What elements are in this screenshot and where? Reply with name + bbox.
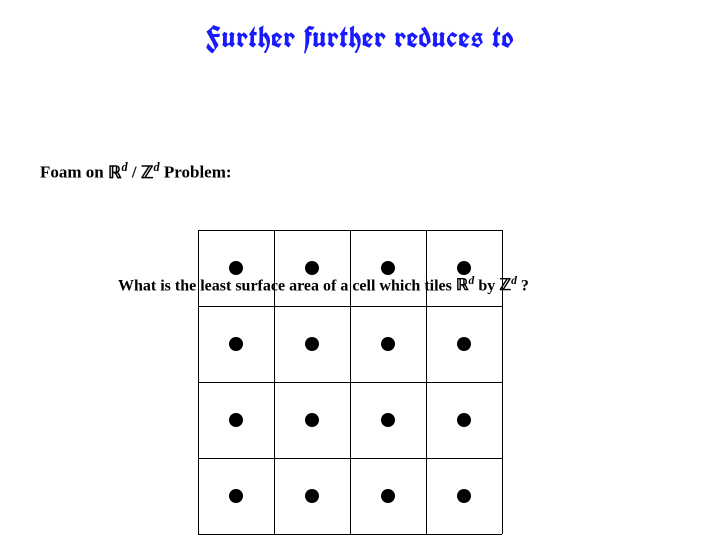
lattice-dot [305, 337, 319, 351]
grid-line-v [350, 230, 351, 534]
grid-line-v [274, 230, 275, 534]
lattice-grid [198, 230, 502, 534]
math-blackboard-z: ℤ [141, 163, 154, 183]
grid-line-v [198, 230, 199, 534]
problem-sep: / [128, 163, 141, 182]
lattice-dot [381, 337, 395, 351]
problem-label: Foam on ℝd / ℤd Problem: [40, 160, 232, 183]
problem-suffix: Problem: [160, 163, 232, 182]
lattice-dot [229, 337, 243, 351]
grid-line-v [502, 230, 503, 534]
problem-prefix: Foam on [40, 163, 108, 182]
lattice-dot [305, 261, 319, 275]
lattice-dot [305, 489, 319, 503]
grid-line-h [198, 534, 502, 535]
grid-line-v [426, 230, 427, 534]
lattice-dot [457, 261, 471, 275]
question-suffix: ? [517, 277, 529, 294]
lattice-dot [305, 413, 319, 427]
lattice-dot [229, 261, 243, 275]
math-blackboard-r: ℝ [108, 163, 121, 183]
lattice-dot [457, 337, 471, 351]
lattice-dot [229, 489, 243, 503]
lattice-dot [457, 413, 471, 427]
slide-title: Further further reduces to [0, 18, 720, 57]
lattice-dot [381, 413, 395, 427]
lattice-dot [457, 489, 471, 503]
lattice-dot [381, 261, 395, 275]
lattice-dot [381, 489, 395, 503]
lattice-dot [229, 413, 243, 427]
